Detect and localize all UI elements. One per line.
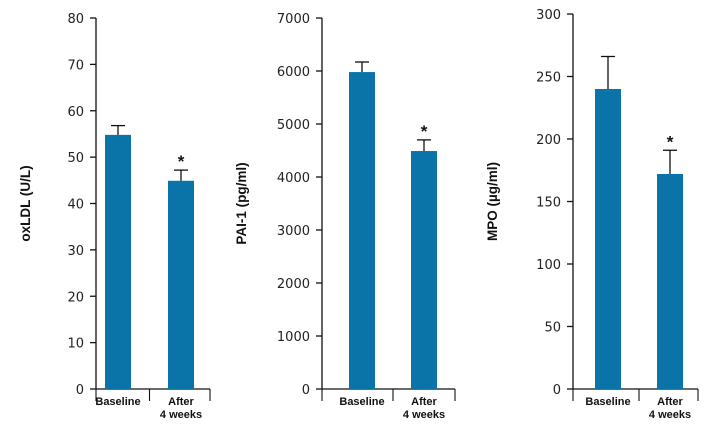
y-tick-label: 0 [553,383,561,398]
y-tick-label: 40 [67,198,84,213]
y-tick-label: 250 [536,71,561,86]
y-tick-label: 60 [67,105,84,120]
x-tick-label: Baseline [585,396,630,408]
y-tick-label: 2000 [277,277,310,292]
significance-marker: * [667,132,674,151]
bar-after-4-weeks [411,151,437,389]
y-tick-label: 100 [536,258,561,273]
bar-baseline [595,89,621,389]
bar-baseline [349,72,375,389]
y-tick-label: 300 [536,8,561,23]
significance-marker: * [178,152,185,171]
chart-panel-pai-1-pg-ml: 0 1000 2000 3000 4000 5000 6000 7000 Baseline * Af… [234,12,456,421]
chart-panel-oxldl-u-l: 0 10 20 30 40 50 60 70 80 Baseline * After 4 weeks ox… [18,12,211,421]
bar-after-4-weeks [168,180,194,389]
y-tick-label: 1000 [277,330,310,345]
y-tick-label: 0 [302,383,310,398]
y-tick-label: 30 [67,244,84,259]
y-tick-label: 150 [536,196,561,211]
y-tick-label: 6000 [277,65,310,80]
x-tick-label: Baseline [95,396,140,408]
y-tick-label: 10 [67,337,84,352]
y-tick-label: 5000 [277,118,310,133]
x-tick-label: After 4 weeks [403,396,445,421]
x-tick-label: Baseline [339,396,384,408]
x-tick-label: After 4 weeks [649,396,691,421]
x-tick-label: After 4 weeks [160,396,202,421]
y-axis-label: MPO (µg/ml) [485,162,500,241]
y-tick-label: 7000 [277,12,310,27]
bar-after-4-weeks [657,174,683,389]
y-tick-label: 70 [67,58,84,73]
y-tick-label: 50 [544,321,561,336]
y-tick-label: 0 [76,383,84,398]
y-tick-label: 50 [67,151,84,166]
y-tick-label: 80 [67,12,84,27]
chart-panel-mpo-g-ml: 0 50 100 150 200 250 300 Baseline * After 4 weeks M… [485,8,699,421]
significance-marker: * [421,122,428,141]
y-tick-label: 3000 [277,224,310,239]
y-axis-label: PAI-1 (pg/ml) [234,162,249,244]
bar-baseline [105,134,131,389]
y-tick-label: 200 [536,133,561,148]
y-tick-label: 20 [67,290,84,305]
y-axis-label: oxLDL (U/L) [18,165,33,241]
y-tick-label: 4000 [277,171,310,186]
